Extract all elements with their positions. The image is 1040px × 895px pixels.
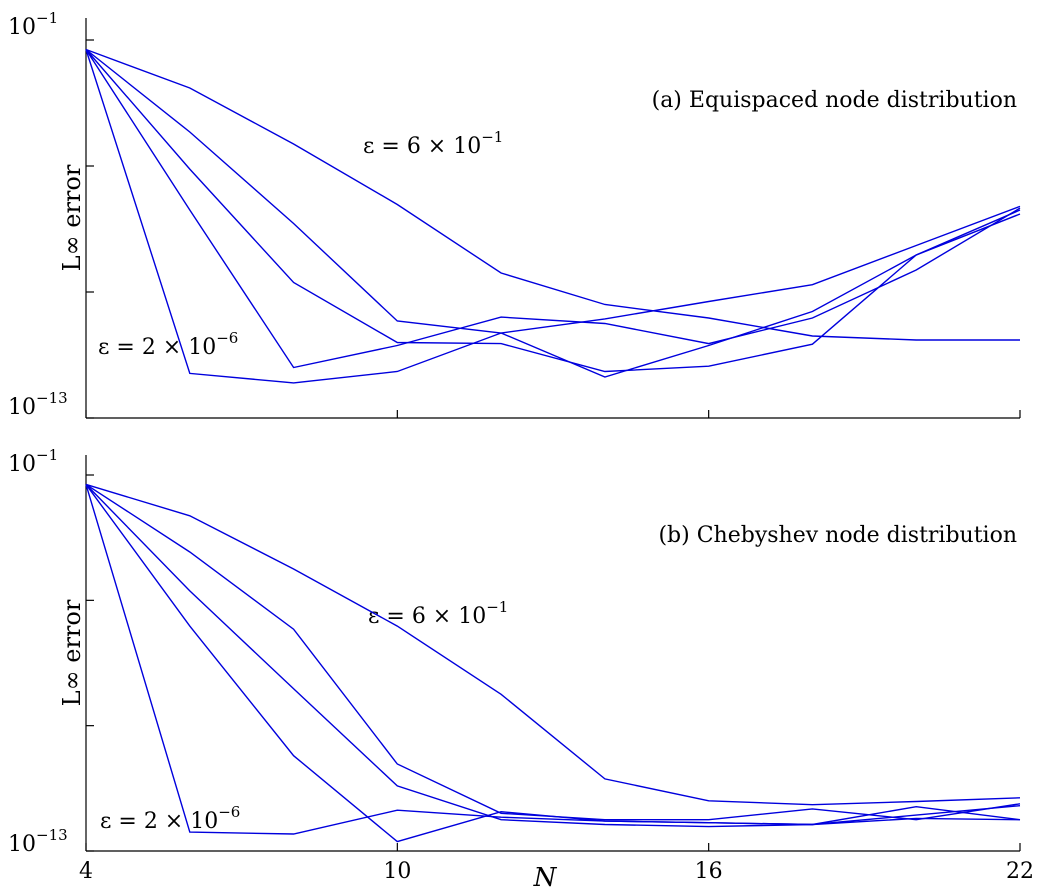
x-tick-label: 4 <box>79 859 93 884</box>
annotation-eps-small: ε = 2 × 10−6 <box>98 329 238 360</box>
x-axis-label: N <box>533 863 558 893</box>
x-tick-label: 10 <box>383 859 411 884</box>
series-group <box>85 48 1021 384</box>
series-line-3 <box>85 49 1021 373</box>
y-tick-label-bottom: 10−13 <box>8 389 68 420</box>
y-axis-label: L∞ error <box>58 164 86 271</box>
x-tick-label: 22 <box>1006 859 1034 884</box>
chart-title: (a) Equispaced node distribution <box>652 88 1017 113</box>
annotation-eps-small: ε = 2 × 10−6 <box>100 803 240 834</box>
ticks: 4 10 16 22 <box>79 474 1034 884</box>
series-line-1 <box>85 48 1020 341</box>
y-tick-label-bottom: 10−13 <box>8 826 68 857</box>
series-line-5 <box>85 484 1021 835</box>
series-line-4 <box>85 483 1021 843</box>
series-line-2 <box>85 48 1021 378</box>
annotation-eps-large: ε = 6 × 10−1 <box>363 128 503 159</box>
panel-b: 10−1 10−13 L∞ error (b) Chebyshev node d… <box>8 446 1034 893</box>
panel-a: 10−1 10−13 L∞ error (a) Equispaced node … <box>8 9 1021 420</box>
x-tick-label: 16 <box>695 859 723 884</box>
ticks <box>85 39 1021 419</box>
series-line-5 <box>85 49 1021 384</box>
series-line-4 <box>85 49 1021 369</box>
y-axis-label: L∞ error <box>58 599 86 706</box>
y-tick-label-top: 10−1 <box>8 446 58 477</box>
y-tick-label-top: 10−1 <box>8 9 58 40</box>
series-line-1 <box>85 483 1021 806</box>
chart-title: (b) Chebyshev node distribution <box>658 523 1017 548</box>
series-line-3 <box>85 483 1021 828</box>
annotation-eps-large: ε = 6 × 10−1 <box>368 598 508 629</box>
series-group <box>85 483 1021 843</box>
